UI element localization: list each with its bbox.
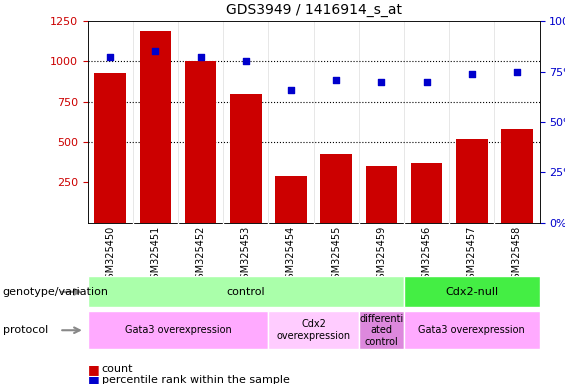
Bar [140, 31, 171, 223]
Bar [275, 176, 307, 223]
Bar [185, 61, 216, 223]
Point [241, 58, 250, 65]
Bar [88, 276, 404, 307]
Text: control: control [227, 287, 265, 297]
Bar [366, 166, 397, 223]
Text: GSM325454: GSM325454 [286, 225, 296, 285]
Text: GSM325457: GSM325457 [467, 225, 477, 285]
Text: count: count [102, 364, 133, 374]
Title: GDS3949 / 1416914_s_at: GDS3949 / 1416914_s_at [225, 3, 402, 17]
Bar [268, 311, 359, 349]
Point [286, 87, 295, 93]
Bar [411, 163, 442, 223]
Point [106, 55, 115, 61]
Point [196, 55, 205, 61]
Bar [88, 311, 268, 349]
Bar [501, 129, 533, 223]
Bar [230, 94, 262, 223]
Text: differenti
ated
control: differenti ated control [359, 314, 403, 347]
Text: GSM325451: GSM325451 [150, 225, 160, 285]
Text: GSM325459: GSM325459 [376, 225, 386, 285]
Text: ■: ■ [88, 374, 99, 384]
Point [377, 79, 386, 85]
Text: Gata3 overexpression: Gata3 overexpression [419, 325, 525, 335]
Text: GSM325456: GSM325456 [421, 225, 432, 285]
Text: genotype/variation: genotype/variation [3, 287, 109, 297]
Text: GSM325450: GSM325450 [105, 225, 115, 285]
Bar [456, 139, 488, 223]
Text: GSM325453: GSM325453 [241, 225, 251, 285]
Text: Cdx2
overexpression: Cdx2 overexpression [276, 319, 351, 341]
Point [512, 68, 521, 74]
Text: percentile rank within the sample: percentile rank within the sample [102, 375, 290, 384]
Bar [404, 311, 540, 349]
Text: Cdx2-null: Cdx2-null [445, 287, 498, 297]
Point [151, 48, 160, 55]
Text: GSM325455: GSM325455 [331, 225, 341, 285]
Text: GSM325452: GSM325452 [195, 225, 206, 285]
Bar [320, 154, 352, 223]
Text: GSM325458: GSM325458 [512, 225, 522, 285]
Text: Gata3 overexpression: Gata3 overexpression [125, 325, 231, 335]
Bar [94, 73, 126, 223]
Bar [404, 276, 540, 307]
Point [332, 76, 341, 83]
Text: protocol: protocol [3, 325, 48, 335]
Bar [359, 311, 404, 349]
Point [422, 79, 431, 85]
Point [467, 71, 476, 77]
Text: ■: ■ [88, 363, 99, 376]
